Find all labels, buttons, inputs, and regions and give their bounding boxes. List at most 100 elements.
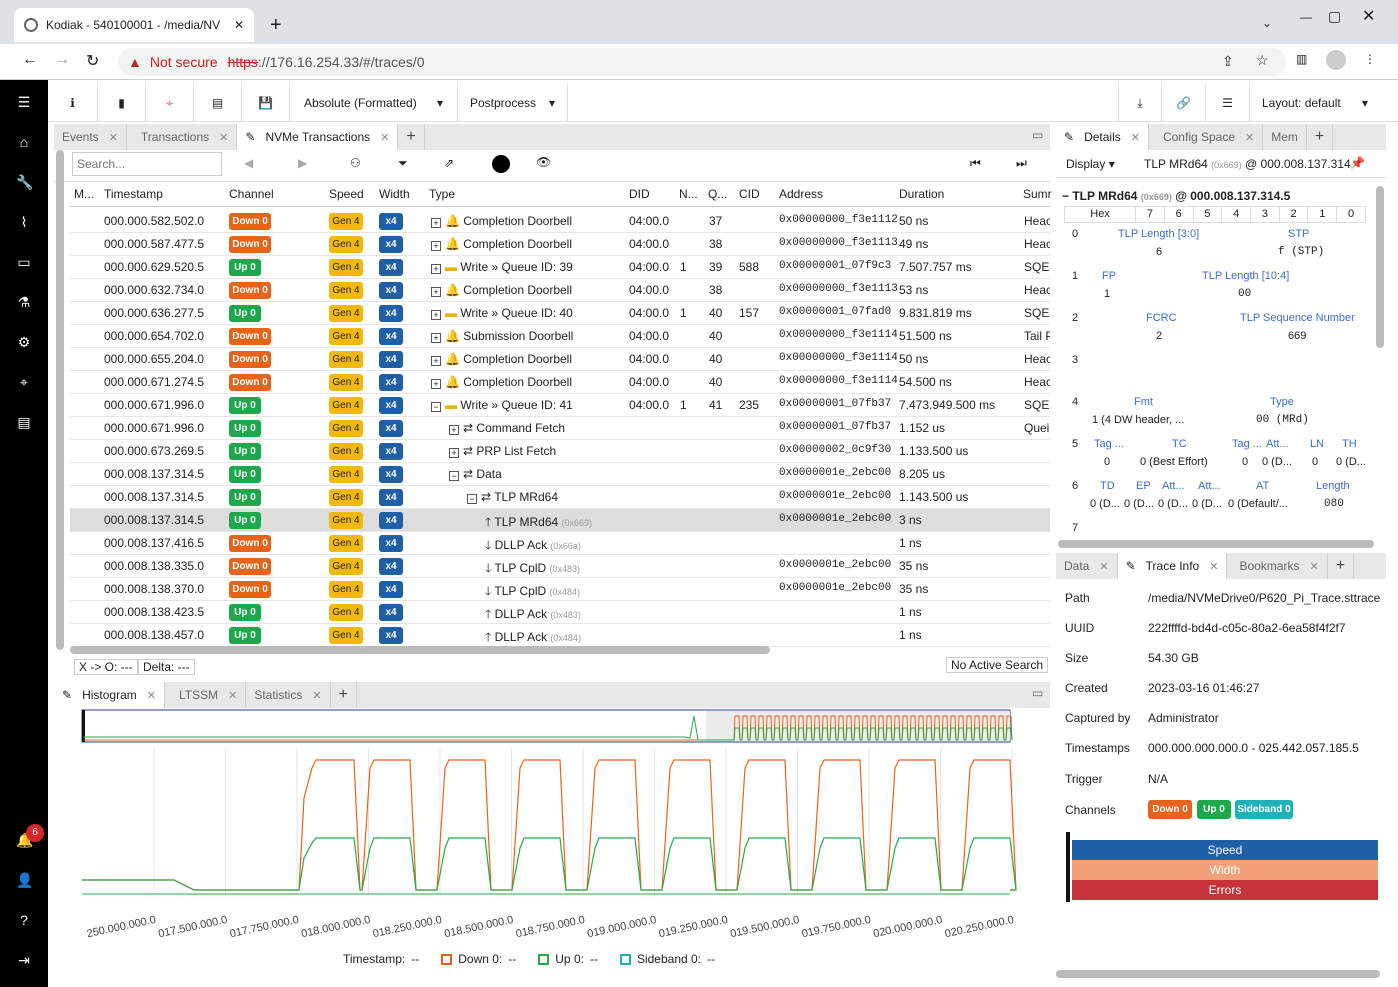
next-icon[interactable]: ▶: [298, 156, 308, 170]
home-icon[interactable]: ⌂: [19, 134, 29, 150]
expand-icon[interactable]: +: [449, 425, 459, 435]
close-icon[interactable]: ✕: [1245, 131, 1255, 144]
details-hscroll[interactable]: [1058, 540, 1374, 548]
close-icon[interactable]: ✕: [312, 689, 322, 702]
target-button[interactable]: ⌖: [146, 84, 194, 122]
reload-icon[interactable]: ↻: [86, 53, 100, 70]
legend-up-swatch[interactable]: [538, 953, 550, 965]
table-row[interactable]: 000.000.587.477.5 Down 0 Gen 4 x4 + 🔔 Complet…: [70, 233, 1050, 256]
expand-icon[interactable]: +: [431, 356, 441, 366]
collapse-icon[interactable]: −: [431, 402, 441, 412]
field-fcrc[interactable]: FCRC: [1146, 312, 1177, 324]
field-tag[interactable]: Tag ...: [1094, 438, 1124, 450]
maximize-panel-icon[interactable]: ▭: [1032, 686, 1044, 700]
table-row[interactable]: 000.000.636.277.5 Up 0 Gen 4 x4 + ▬ Write » Q…: [70, 302, 1050, 325]
tab-nvme-transactions[interactable]: ✎ NVMe Transactions ✕: [237, 124, 399, 150]
expand-icon[interactable]: +: [431, 264, 441, 274]
time-format-select[interactable]: Absolute (Formatted) ▾: [290, 84, 458, 122]
expand-icon[interactable]: +: [449, 448, 459, 458]
chart-icon[interactable]: ⌇: [20, 214, 28, 230]
minimize-icon[interactable]: —: [1300, 10, 1312, 24]
overview-handle-left[interactable]: [82, 710, 85, 742]
gear-icon[interactable]: ⚙: [17, 334, 31, 350]
field-fmt[interactable]: Fmt: [1134, 396, 1153, 408]
tab-statistics[interactable]: Statistics ✕: [246, 682, 331, 708]
add-tab-button[interactable]: +: [1328, 553, 1355, 579]
table-row[interactable]: 000.000.673.269.5 Up 0 Gen 4 x4 + ⇄ PRP List …: [70, 440, 1050, 463]
last-icon[interactable]: ⏭: [1016, 156, 1027, 170]
col-timestamp[interactable]: Timestamp: [104, 187, 163, 201]
binoculars-icon[interactable]: ⚇: [350, 156, 361, 170]
expand-icon[interactable]: +: [431, 241, 441, 251]
collapse-icon[interactable]: −: [449, 471, 459, 481]
download-button[interactable]: ⤓: [1118, 84, 1162, 122]
logout-icon[interactable]: ⇥: [18, 952, 30, 968]
browser-tab[interactable]: Kodiak - 540100001 - /media/NV ✕: [14, 8, 254, 42]
filter-icon[interactable]: ⏷: [398, 156, 408, 170]
table-row[interactable]: 000.000.671.274.5 Down 0 Gen 4 x4 + 🔔 Complet…: [70, 371, 1050, 394]
sidepanel-icon[interactable]: ▥: [1296, 52, 1308, 66]
field-tlp-length-hi[interactable]: TLP Length [3:0]: [1118, 228, 1200, 240]
field-tc[interactable]: TC: [1172, 438, 1187, 450]
help-icon[interactable]: ?: [20, 912, 28, 928]
add-tab-button[interactable]: +: [398, 124, 425, 150]
close-icon[interactable]: ✕: [1099, 560, 1109, 573]
field-tlp-seq[interactable]: TLP Sequence Number: [1240, 312, 1355, 324]
maximize-icon[interactable]: ▢: [1328, 8, 1342, 24]
export-icon[interactable]: ⇗: [444, 156, 455, 170]
new-tab-icon[interactable]: +: [270, 14, 282, 36]
table-row[interactable]: 000.000.655.204.0 Down 0 Gen 4 x4 + 🔔 Complet…: [70, 348, 1050, 371]
field-at[interactable]: AT: [1256, 480, 1270, 492]
legend-sideband-swatch[interactable]: [619, 953, 631, 965]
add-tab-button[interactable]: +: [1307, 124, 1334, 150]
bookmark-star-icon[interactable]: ☆: [1256, 52, 1269, 68]
field-attr[interactable]: Att...: [1266, 438, 1289, 450]
field-fp[interactable]: FP: [1102, 270, 1117, 282]
legend-down-swatch[interactable]: [441, 953, 453, 965]
table-row[interactable]: 000.008.138.370.0 Down 0 Gen 4 x4 🡓 TLP CplD…: [70, 578, 1050, 601]
field-td[interactable]: TD: [1100, 480, 1115, 492]
info-button[interactable]: ℹ: [48, 84, 98, 122]
field-stp[interactable]: STP: [1288, 228, 1310, 240]
tab-events[interactable]: Events ✕: [54, 124, 127, 150]
close-icon[interactable]: ✕: [1209, 560, 1219, 573]
field-ln[interactable]: LN: [1310, 438, 1325, 450]
url-field[interactable]: ▲ Not secure https ://176.16.254.33/#/tr…: [118, 48, 1286, 76]
tab-trace-info[interactable]: ✎ Trace Info ✕: [1117, 553, 1228, 579]
expand-icon[interactable]: +: [431, 218, 441, 228]
drive-icon[interactable]: ▭: [17, 254, 31, 270]
archive-icon[interactable]: ▤: [17, 414, 31, 430]
histogram-chart[interactable]: 250.000.000.0 017.500.000.0 017.750.000.0 0…: [54, 708, 1050, 970]
col-q[interactable]: Q...: [708, 187, 728, 201]
close-icon[interactable]: ✕: [1130, 131, 1140, 144]
expand-icon[interactable]: +: [431, 287, 441, 297]
table-row[interactable]: 000.008.137.314.5 Up 0 Gen 4 x4 − ⇄ Data 0x00…: [70, 463, 1050, 486]
display-select[interactable]: Display ▾: [1066, 157, 1115, 171]
table-row[interactable]: 000.000.671.996.0 Up 0 Gen 4 x4 + ⇄ Command F…: [70, 417, 1050, 440]
close-icon[interactable]: ✕: [1309, 560, 1319, 573]
col-duration[interactable]: Duration: [899, 187, 945, 201]
maximize-panel-icon[interactable]: ▭: [1032, 128, 1044, 142]
table-row[interactable]: 000.008.137.416.5 Down 0 Gen 4 x4 🡓 DLLP Ack…: [70, 532, 1050, 555]
table-row[interactable]: 000.008.137.314.5 Up 0 Gen 4 x4 🡑 TLP MRd64 …: [70, 509, 1050, 532]
field-tlp-length-lo[interactable]: TLP Length [10:4]: [1202, 270, 1290, 282]
expand-icon[interactable]: +: [431, 379, 441, 389]
col-m[interactable]: M...: [74, 187, 94, 201]
expand-icon[interactable]: +: [431, 310, 441, 320]
profile-icon[interactable]: [1326, 50, 1346, 70]
user-icon[interactable]: 👤: [16, 872, 34, 888]
table-row[interactable]: 000.008.138.423.5 Up 0 Gen 4 x4 🡑 DLLP Ack (…: [70, 601, 1050, 624]
tab-config-space[interactable]: Config Space ✕: [1149, 124, 1264, 150]
grid-vscroll[interactable]: [56, 150, 64, 650]
col-n[interactable]: N...: [679, 187, 698, 201]
table-row[interactable]: 000.008.138.335.0 Down 0 Gen 4 x4 🡓 TLP CplD…: [70, 555, 1050, 578]
tab-data[interactable]: Data ✕: [1056, 553, 1118, 579]
postprocess-select[interactable]: Postprocess ▾: [458, 84, 568, 122]
bookmark-button[interactable]: ▮: [98, 84, 146, 122]
close-icon[interactable]: ✕: [146, 689, 156, 702]
table-row[interactable]: 000.000.671.996.0 Up 0 Gen 4 x4 − ▬ Write » Q…: [70, 394, 1050, 417]
col-summary[interactable]: Sumr: [1023, 187, 1052, 201]
expand-icon[interactable]: +: [431, 333, 441, 343]
share-icon[interactable]: ⇪: [1222, 53, 1234, 69]
field-th[interactable]: TH: [1342, 438, 1357, 450]
